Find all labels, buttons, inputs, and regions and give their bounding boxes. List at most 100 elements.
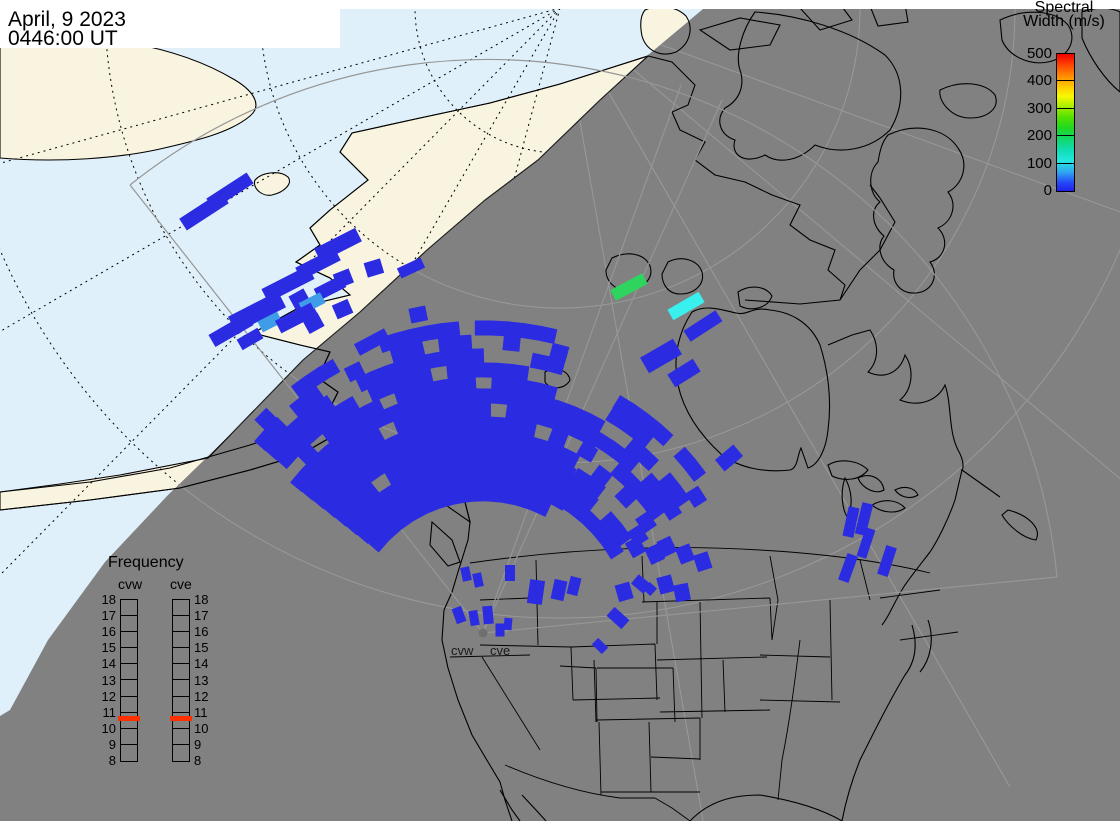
radar-cell: [856, 527, 876, 559]
radar-cell: [405, 340, 426, 360]
radar-cell: [566, 575, 582, 597]
radar-cell: [437, 335, 457, 353]
radar-cell: [353, 328, 391, 356]
frequency-tick-label: 14: [101, 656, 116, 672]
radar-cell: [389, 430, 412, 452]
radar-cell: [529, 436, 550, 456]
radar-cell: [492, 388, 512, 405]
radar-cell: [437, 418, 457, 436]
colorbar-tick-label: 500: [1026, 45, 1052, 62]
radar-cell: [842, 506, 860, 538]
radar-cell: [583, 413, 606, 435]
frequency-tick-label: 17: [194, 608, 209, 624]
radar-cell: [490, 376, 509, 393]
radar-cell: [505, 403, 525, 421]
frequency-tick-label: 13: [194, 672, 209, 688]
radar-cell: [443, 459, 463, 478]
radar-cell: [558, 447, 581, 469]
radar-cell: [529, 352, 550, 371]
frequency-tick-label: 12: [101, 688, 116, 704]
frequency-marker-cve: [170, 716, 192, 722]
radar-cell: [473, 402, 492, 418]
frequency-tick-label: 13: [101, 672, 116, 688]
frequency-tick-label: 17: [101, 608, 116, 624]
radar-cell: [389, 344, 411, 364]
radar-cell: [331, 298, 354, 320]
radar-cell: [513, 433, 534, 452]
radar-cell: [675, 543, 696, 565]
frequency-tick-label: 15: [101, 640, 116, 656]
radar-cell: [452, 486, 472, 505]
radar-cell: [425, 379, 446, 398]
radar-cell: [297, 443, 321, 467]
radar-cell: [396, 257, 426, 279]
radar-cell: [441, 321, 461, 339]
radar-cell: [525, 450, 547, 470]
radar-cell: [550, 578, 568, 602]
radar-cell: [460, 388, 479, 405]
frequency-tick-label: 18: [194, 592, 209, 607]
radar-cell: [482, 430, 501, 447]
radar-cell: [617, 450, 640, 473]
radar-cell: [413, 367, 434, 387]
radar-cell: [357, 481, 380, 504]
radar-cell: [363, 398, 386, 420]
frequency-tick-label: 14: [194, 656, 209, 672]
colorbar-gradient: [1056, 53, 1075, 192]
radar-cell: [606, 606, 630, 630]
radar-cell: [425, 323, 445, 341]
radar-cell: [470, 416, 488, 432]
radar-cell: [450, 430, 469, 448]
frequency-tick-label: 18: [101, 592, 116, 607]
radar-cell: [479, 444, 498, 460]
radar-cell: [635, 511, 657, 534]
radar-cell: [668, 485, 691, 508]
radar-cell: [382, 376, 404, 396]
radar-cell: [417, 352, 438, 371]
radar-cell: [446, 445, 466, 463]
date-box: [0, 0, 340, 48]
radar-cell: [458, 376, 477, 393]
radar-cell: [318, 358, 341, 381]
time-label: 0446:00 UT: [8, 27, 118, 50]
radar-cell: [838, 552, 858, 584]
radar-cell: [642, 498, 666, 521]
radar-cell: [510, 363, 530, 382]
radar-cell: [515, 490, 537, 511]
radar-cell: [426, 462, 448, 483]
radar-cell: [468, 609, 480, 627]
radar-cell: [640, 338, 682, 374]
radar-cell: [236, 327, 264, 351]
radar-cell: [549, 342, 570, 362]
radar-cell: [337, 395, 361, 418]
radar-cell: [503, 474, 524, 493]
radar-cell: [495, 444, 514, 462]
radar-cell: [685, 485, 708, 509]
radar-cell: [421, 421, 442, 440]
radar-site-label-cvw: cvw: [451, 643, 474, 658]
radar-cell: [539, 395, 560, 416]
radar-cell: [391, 508, 414, 531]
radar-cell: [506, 377, 526, 395]
radar-cell: [495, 623, 505, 637]
radar-cell: [520, 405, 541, 425]
radar-cell: [460, 566, 472, 582]
top-white-strip: [0, 0, 1120, 9]
radar-cell: [479, 362, 497, 378]
frequency-tick-label: 9: [194, 736, 202, 752]
radar-cell: [590, 464, 613, 487]
radar-cell: [854, 502, 874, 536]
radar-cell: [672, 582, 691, 603]
radar-cell: [683, 310, 723, 342]
frequency-tick-label: 9: [108, 736, 116, 752]
colorbar-tick-label: 200: [1026, 127, 1052, 145]
radar-cell: [335, 413, 358, 436]
frequency-tick-label: 11: [102, 704, 117, 720]
radar-cell: [397, 371, 419, 391]
radar-cell: [435, 489, 457, 509]
radar-cell: [631, 425, 655, 448]
radar-cell: [408, 409, 430, 430]
radar-cell: [380, 404, 403, 425]
radar-cell: [455, 472, 475, 490]
